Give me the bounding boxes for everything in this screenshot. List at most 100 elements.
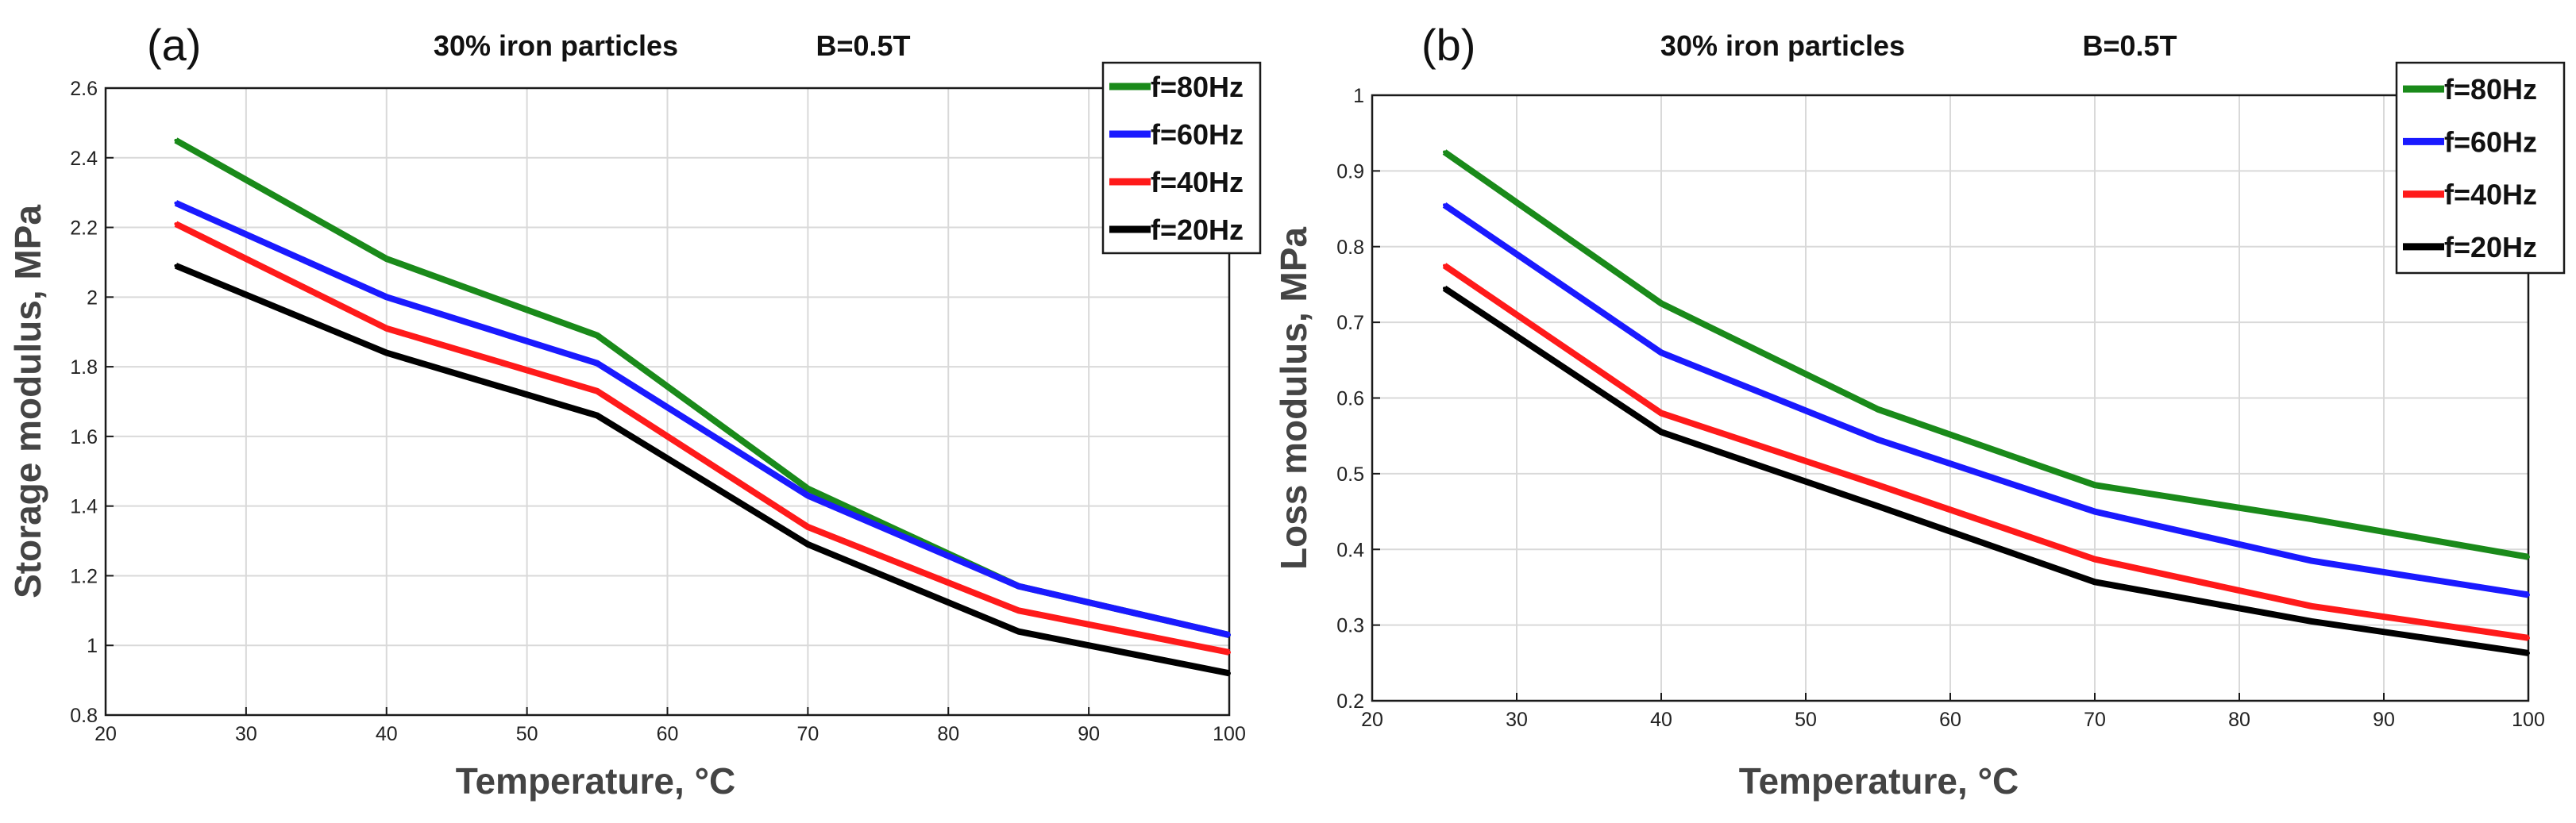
data-point [384,257,388,261]
series-line-f40hz [174,221,1230,656]
chart-panel-a: 20 30 40 50 60 70 80 90 100 0.8 1 1.2 1.4 1.6 1.8 2 2.2 2… [7,20,1262,802]
x-tick-label: 40 [376,723,398,745]
y-axis-label: Storage modulus, MPa [7,205,48,598]
data-point [1228,651,1231,654]
data-point [2310,619,2313,623]
data-point [2527,555,2530,559]
x-tick-label: 100 [1213,723,1246,745]
data-point [1660,302,1663,306]
data-point [806,525,810,529]
x-tick-label: 60 [657,723,679,745]
panel-label: (a) [147,20,201,70]
data-point [1876,437,1880,441]
data-point [1660,351,1663,355]
chart-condition: B=0.5T [816,29,910,62]
x-tick-label: 90 [1078,723,1100,745]
panel-label: (b) [1421,20,1475,70]
chart-condition: B=0.5T [2082,29,2177,62]
y-tick-label: 0.6 [1336,388,1364,410]
chart-panel-b: 20 30 40 50 60 70 80 90 100 0.2 0.3 0.4 0.5 0.6 0.7 0.8… [1273,20,2566,802]
data-point [1016,584,1020,588]
data-point [384,295,388,299]
data-point [596,333,600,337]
series-line-f40hz [1442,263,2529,641]
legend-label: f=60Hz [2444,125,2537,158]
data-point [1228,671,1231,675]
legend: f=80Hz f=60Hz f=40Hz f=20Hz [1101,61,1262,255]
x-tick-label: 80 [2228,709,2250,731]
data-point [384,326,388,330]
x-tick-label: 20 [94,723,117,745]
y-tick-label: 2.2 [70,217,98,240]
data-point [806,486,810,490]
y-tick-label: 0.9 [1336,160,1364,183]
data-point [2093,557,2096,561]
y-tick-label: 0.2 [1336,690,1364,713]
series-line-f80hz [1442,149,2529,560]
data-point [174,222,178,226]
y-tick-label: 1.8 [70,356,98,379]
y-tick-label: 1.4 [70,496,98,518]
x-tick-label: 50 [516,723,538,745]
data-point [2310,559,2313,563]
data-point [1876,504,1880,508]
data-point [1443,150,1446,154]
x-axis-ticks: 20 30 40 50 60 70 80 90 100 [1361,693,2545,731]
data-point [1443,263,1446,267]
data-point [1876,483,1880,487]
y-tick-label: 2.4 [70,148,98,170]
x-tick-label: 30 [235,723,257,745]
x-tick-label: 80 [937,723,959,745]
y-tick-label: 0.5 [1336,463,1364,486]
legend-label: f=40Hz [2444,179,2537,211]
y-tick-label: 1 [1353,85,1364,107]
series-line-f80hz [174,137,1230,638]
chart-title: 30% iron particles [434,29,678,62]
data-point [1660,411,1663,415]
y-tick-label: 1.6 [70,426,98,448]
y-tick-label: 0.8 [70,705,98,727]
x-tick-label: 20 [1361,709,1383,731]
data-point [1660,430,1663,434]
data-point [1228,633,1231,637]
series-line-f60hz [174,200,1230,638]
legend-label: f=20Hz [2444,231,2537,263]
data-point [384,351,388,355]
legend-label: f=80Hz [1151,71,1244,103]
legend-box [2395,61,2566,275]
data-point [174,263,178,267]
x-tick-label: 50 [1795,709,1817,731]
x-tick-label: 60 [1939,709,1961,731]
data-point [2310,517,2313,521]
data-point [806,542,810,546]
series-line-f60hz [1442,202,2529,598]
x-axis-label: Temperature, °C [456,760,735,802]
legend-label: f=40Hz [1151,166,1244,198]
x-tick-label: 30 [1506,709,1528,731]
series-line-f20hz [174,263,1230,677]
data-point [2093,510,2096,513]
data-point [1016,609,1020,613]
x-tick-label: 40 [1650,709,1672,731]
data-point [2527,636,2530,640]
data-point [596,361,600,365]
legend-label: f=80Hz [2444,73,2537,106]
data-point [1016,629,1020,633]
y-tick-label: 0.4 [1336,539,1364,561]
series-line-f20hz [1442,285,2529,656]
x-tick-label: 70 [796,723,819,745]
legend-box [1101,61,1262,255]
data-point [2527,593,2530,597]
x-tick-label: 100 [2512,709,2545,731]
data-point [596,389,600,393]
y-tick-label: 2.6 [70,78,98,100]
data-point [2310,604,2313,608]
x-axis-label: Temperature, °C [1739,760,2019,802]
y-tick-label: 1 [87,635,98,657]
y-axis-ticks: 0.8 1 1.2 1.4 1.6 1.8 2 2.2 2.4 2.6 [70,78,114,727]
data-point [806,494,810,498]
legend-label: f=60Hz [1151,118,1244,151]
data-point [1443,287,1446,290]
y-tick-label: 1.2 [70,565,98,587]
